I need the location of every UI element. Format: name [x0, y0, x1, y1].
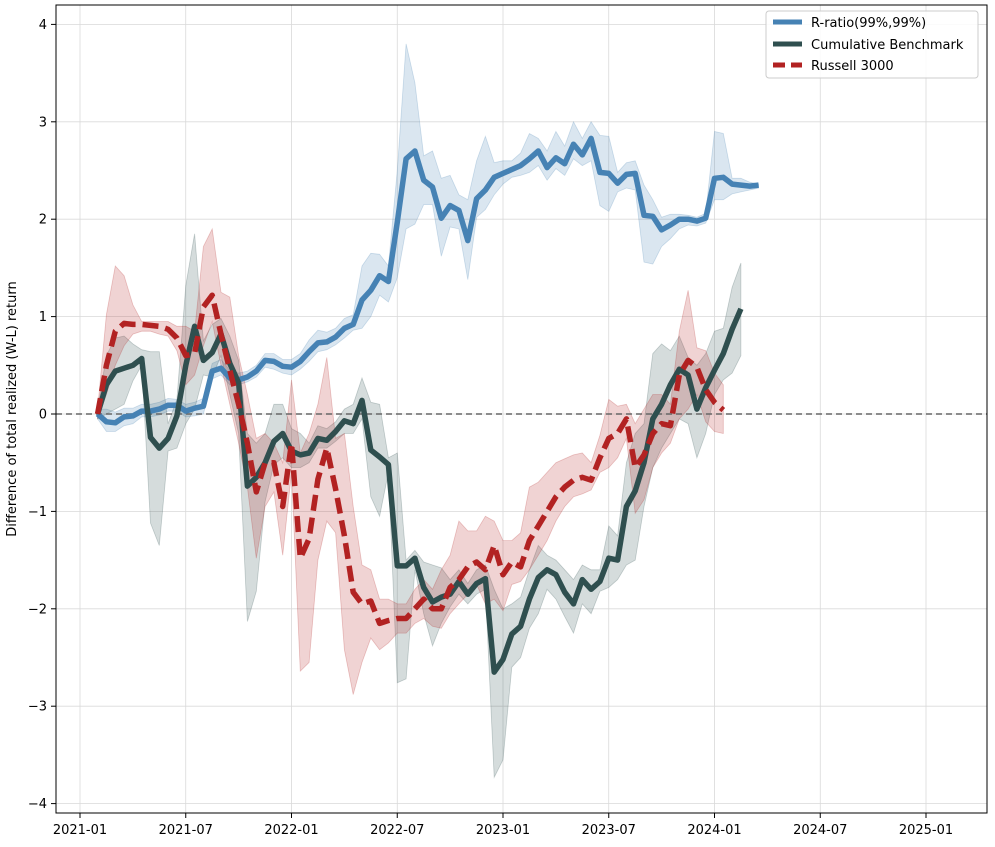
- y-tick-label: −2: [28, 602, 47, 617]
- x-axis: 2021-01 2021-07 2022-01 2022-07 2023-01 2023-…: [53, 813, 953, 838]
- y-tick-label: −3: [28, 700, 47, 715]
- x-tick-label: 2024-01: [687, 823, 741, 838]
- y-tick-label: 1: [39, 310, 47, 325]
- y-tick-label: 4: [39, 18, 47, 33]
- x-tick-label: 2023-07: [582, 823, 636, 838]
- series-line-cumulative-benchmark: [94, 307, 744, 675]
- x-tick-label: 2022-07: [370, 823, 424, 838]
- x-tick-label: 2021-01: [53, 823, 107, 838]
- legend-label-cumulative-benchmark: Cumulative Benchmark: [811, 38, 964, 53]
- y-tick-label: 0: [39, 408, 47, 423]
- plot-frame: [55, 4, 988, 814]
- y-tick-label: −4: [28, 797, 47, 812]
- series-line-russell-3000: [94, 292, 726, 627]
- y-axis: −4 −3 −2 −1 0 1 2 3 4: [28, 18, 56, 812]
- band-cumulative-benchmark: [97, 233, 742, 779]
- y-tick-label: 2: [39, 213, 47, 228]
- series-line-r-ratio-99-99: [95, 135, 759, 426]
- x-tick-label: 2025-01: [899, 823, 953, 838]
- series-layer: [94, 135, 759, 675]
- y-tick-label: 3: [39, 115, 47, 130]
- legend-box: [765, 10, 979, 79]
- x-tick-label: 2021-07: [159, 823, 213, 838]
- legend-label-russell-3000: Russell 3000: [811, 59, 894, 74]
- x-tick-label: 2022-01: [264, 823, 318, 838]
- y-axis-label: Difference of total realized (W-L) retur…: [5, 281, 20, 536]
- x-tick-label: 2024-07: [793, 823, 847, 838]
- legend-label-r-ratio: R-ratio(99%,99%): [811, 16, 926, 31]
- legend: R-ratio(99%,99%) Cumulative Benchmark Ru…: [765, 10, 979, 79]
- x-tick-label: 2023-01: [476, 823, 530, 838]
- y-tick-label: −1: [28, 505, 47, 520]
